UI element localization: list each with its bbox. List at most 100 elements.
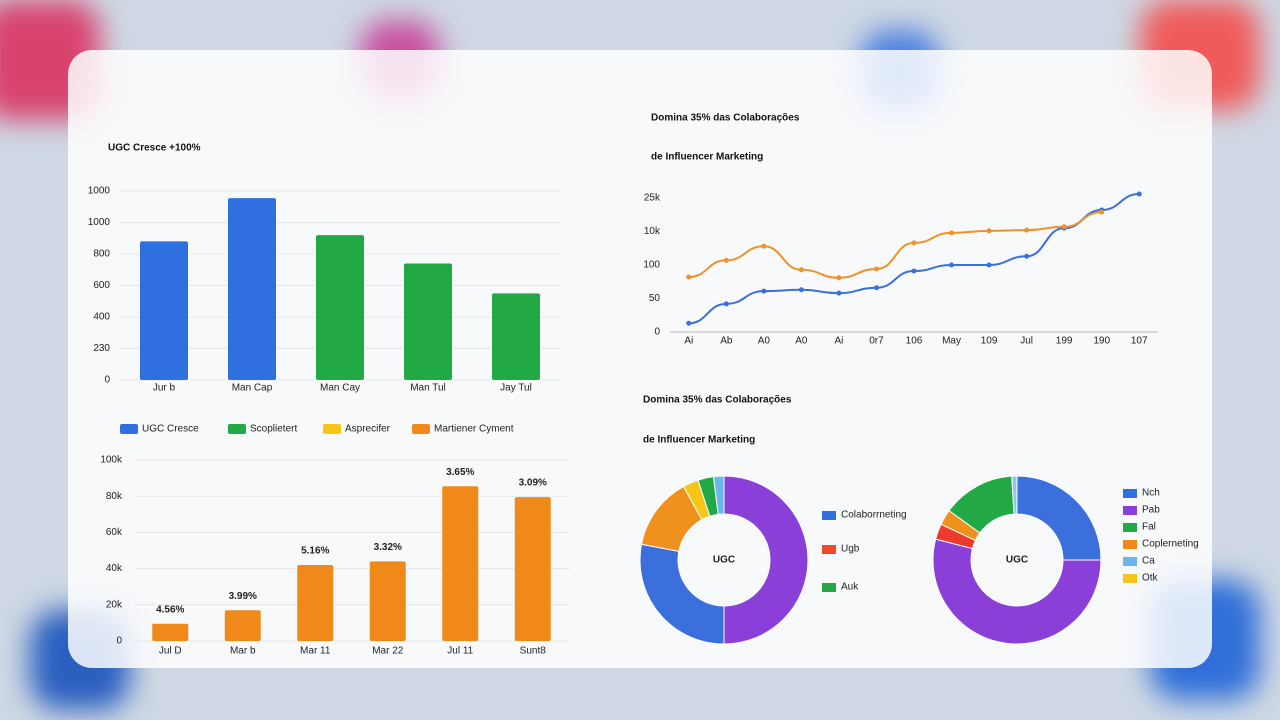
- x-tick-label: 199: [1056, 336, 1073, 347]
- donut-segment: [1011, 475, 1018, 515]
- legend-label: Auk: [841, 582, 859, 593]
- x-tick-label: 106: [906, 336, 923, 347]
- x-tick-label: Ai: [684, 336, 693, 347]
- donut-segment: [712, 475, 725, 515]
- x-tick-label: 109: [981, 336, 998, 347]
- line-point: [1061, 224, 1067, 230]
- bar: [442, 486, 479, 641]
- y-tick-label: 80k: [106, 491, 123, 502]
- y-tick-label: 230: [93, 343, 110, 354]
- legend-label: Pab: [1142, 505, 1160, 516]
- line-point: [873, 266, 879, 272]
- y-tick-label: 1000: [88, 186, 111, 197]
- x-tick-label: Ai: [834, 336, 843, 347]
- bar-label: 3.65%: [446, 467, 474, 478]
- line-point: [1024, 227, 1030, 233]
- line-point: [986, 228, 992, 234]
- x-tick-label: Jul D: [159, 646, 182, 657]
- line-point: [686, 320, 692, 326]
- legend-swatch: [1123, 557, 1137, 566]
- bar: [152, 623, 189, 641]
- bar: [228, 198, 276, 380]
- legend-swatch: [323, 424, 341, 434]
- line-point: [949, 230, 955, 236]
- chart-title: Domina 35% das Colaborações: [651, 113, 800, 124]
- legend-swatch: [1123, 574, 1137, 583]
- legend-swatch: [120, 424, 138, 434]
- legend-label: Nch: [1142, 488, 1160, 499]
- bar-label: 3.09%: [519, 478, 547, 489]
- donut-center-label: UGC: [1006, 555, 1028, 566]
- legend-label: Ugb: [841, 544, 860, 555]
- line-point: [761, 243, 767, 249]
- line-point: [798, 287, 804, 293]
- x-tick-label: A0: [758, 336, 771, 347]
- line-point: [836, 290, 842, 296]
- donut-segment: [639, 543, 725, 645]
- x-tick-label: May: [942, 336, 961, 347]
- line-point: [761, 288, 767, 294]
- x-tick-label: Jay Tul: [500, 383, 532, 394]
- bar: [404, 263, 452, 380]
- y-tick-label: 0: [654, 327, 660, 338]
- y-tick-label: 0: [104, 375, 110, 386]
- y-tick-label: 100k: [100, 455, 123, 466]
- y-tick-label: 50: [649, 293, 661, 304]
- bar-label: 5.16%: [301, 546, 329, 557]
- line-series: [688, 211, 1102, 279]
- bar: [140, 241, 188, 380]
- x-tick-label: 107: [1131, 336, 1148, 347]
- y-tick-label: 20k: [106, 599, 123, 610]
- line-point: [798, 267, 804, 273]
- bar: [492, 293, 540, 380]
- chart-title: UGC Cresce +100%: [108, 143, 201, 154]
- legend-swatch: [1123, 523, 1137, 532]
- legend-swatch: [822, 545, 836, 554]
- x-tick-label: Jul: [1020, 336, 1033, 347]
- y-tick-label: 0: [116, 636, 122, 647]
- x-tick-label: A0: [795, 336, 808, 347]
- bar-label: 3.99%: [229, 591, 257, 602]
- line-point: [873, 285, 879, 291]
- bar: [224, 610, 261, 641]
- line-point: [1024, 253, 1030, 259]
- y-tick-label: 800: [93, 249, 110, 260]
- line-point: [723, 301, 729, 307]
- legend-swatch: [412, 424, 430, 434]
- legend-label: Coplerneting: [1142, 539, 1199, 550]
- bar: [514, 497, 551, 641]
- line-point: [1136, 191, 1142, 197]
- legend-swatch: [228, 424, 246, 434]
- x-tick-label: Man Tul: [410, 383, 446, 394]
- legend-swatch: [1123, 506, 1137, 515]
- x-tick-label: Jur b: [153, 383, 176, 394]
- legend-swatch: [1123, 540, 1137, 549]
- donut-center-label: UGC: [713, 555, 735, 566]
- line-point: [836, 275, 842, 281]
- legend-label: Martiener Cyment: [434, 424, 514, 435]
- legend-swatch: [822, 583, 836, 592]
- chart-title: de Influencer Marketing: [651, 152, 763, 163]
- x-tick-label: Mar 22: [372, 646, 404, 657]
- x-tick-label: Man Cap: [232, 383, 273, 394]
- legend-label: Asprecifer: [345, 424, 391, 435]
- y-tick-label: 400: [93, 312, 110, 323]
- chart-title: Domina 35% das Colaborações: [643, 395, 792, 406]
- y-tick-label: 25k: [644, 193, 661, 204]
- line-point: [686, 274, 692, 280]
- legend-swatch: [822, 511, 836, 520]
- x-tick-label: Mar 11: [300, 646, 331, 657]
- donut-segment: [932, 538, 1102, 645]
- bar: [316, 235, 364, 380]
- y-tick-label: 60k: [106, 527, 123, 538]
- line-point: [986, 262, 992, 268]
- legend-label: Otk: [1142, 573, 1159, 584]
- line-point: [949, 262, 955, 268]
- y-tick-label: 600: [93, 280, 110, 291]
- y-tick-label: 1000: [88, 217, 111, 228]
- x-tick-label: Sunt8: [520, 646, 547, 657]
- y-tick-label: 100: [643, 260, 660, 271]
- x-tick-label: Mar b: [230, 646, 256, 657]
- bar: [297, 564, 334, 641]
